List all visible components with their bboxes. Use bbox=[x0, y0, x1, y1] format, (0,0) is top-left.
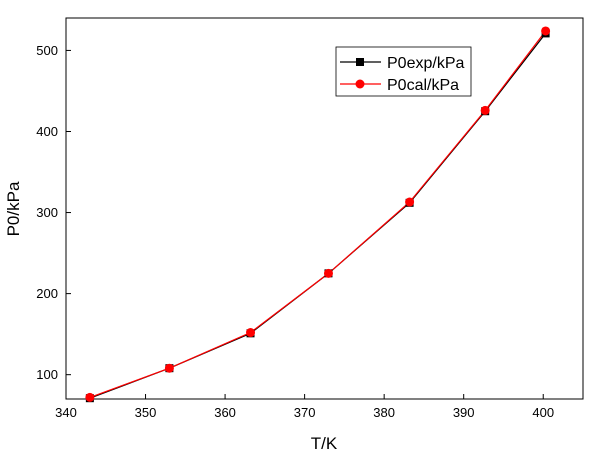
x-tick-label: 380 bbox=[373, 405, 395, 420]
legend-marker-cal bbox=[355, 79, 365, 89]
series-layer bbox=[85, 26, 551, 403]
legend-label-cal: P0cal/kPa bbox=[387, 77, 459, 94]
data-point-cal bbox=[164, 363, 174, 373]
x-tick-label: 340 bbox=[55, 405, 77, 420]
x-tick-label: 350 bbox=[135, 405, 157, 420]
y-axis-ticks: 100 200 300 400 500 bbox=[36, 43, 71, 382]
legend: P0exp/kPa P0cal/kPa bbox=[335, 46, 472, 97]
y-axis-title: P0/kPa bbox=[4, 181, 23, 236]
data-point-cal bbox=[323, 268, 333, 278]
x-axis-ticks: 340 350 360 370 380 390 400 bbox=[55, 394, 554, 420]
data-point-cal bbox=[405, 197, 415, 207]
legend-marker-exp bbox=[356, 58, 364, 66]
x-tick-label: 370 bbox=[294, 405, 316, 420]
y-tick-label: 200 bbox=[36, 286, 58, 301]
y-tick-label: 100 bbox=[36, 367, 58, 382]
x-tick-label: 400 bbox=[532, 405, 554, 420]
y-tick-label: 300 bbox=[36, 205, 58, 220]
x-tick-label: 390 bbox=[453, 405, 475, 420]
legend-label-exp: P0exp/kPa bbox=[387, 55, 464, 72]
x-tick-label: 360 bbox=[214, 405, 236, 420]
y-tick-label: 400 bbox=[36, 124, 58, 139]
y-tick-label: 500 bbox=[36, 43, 58, 58]
data-point-cal bbox=[246, 328, 256, 338]
data-point-cal bbox=[480, 105, 490, 115]
x-axis-title: T/K bbox=[311, 434, 338, 453]
data-point-cal bbox=[85, 392, 95, 402]
plot-area-frame bbox=[65, 17, 584, 400]
data-point-cal bbox=[541, 26, 551, 36]
